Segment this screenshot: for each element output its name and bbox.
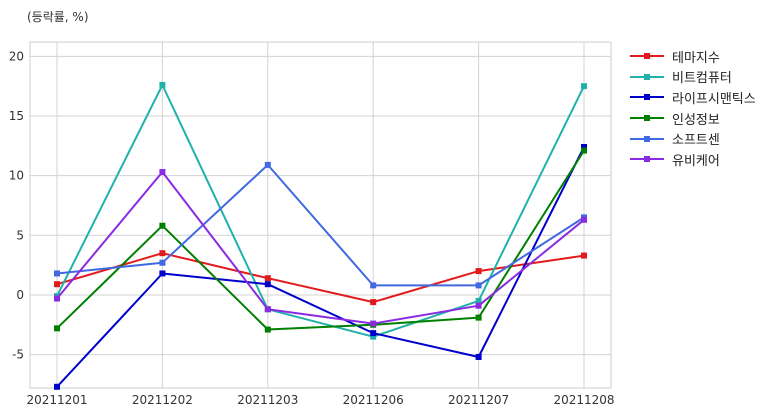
data-point (54, 383, 60, 390)
data-point (370, 299, 377, 306)
data-point (54, 270, 60, 277)
unit-label: (등락률, %) (27, 10, 89, 24)
data-point (159, 259, 166, 266)
series-line (56, 163, 585, 287)
series-line (56, 171, 585, 325)
data-point (475, 297, 482, 304)
data-point (581, 83, 587, 90)
series-5 (54, 161, 587, 289)
data-point (54, 281, 60, 288)
x-tick-label: 20211208 (553, 393, 614, 407)
series-lines (54, 81, 587, 390)
legend-label: 라이프시맨틱스 (672, 91, 756, 107)
y-tick-label: 10 (9, 169, 24, 183)
data-point (581, 143, 587, 150)
data-point (475, 268, 482, 275)
x-tick-label: 20211202 (132, 393, 193, 407)
data-point (475, 353, 482, 360)
data-point (370, 333, 377, 340)
axis-labels: -5 0 5 10 15 20 20211201 20211202 20211203 202112… (9, 49, 615, 407)
series-3 (54, 143, 587, 390)
legend-label: 유비케어 (672, 153, 720, 169)
data-point (475, 302, 482, 309)
y-tick-label: -5 (12, 348, 24, 362)
legend-item: 소프트센 (630, 128, 756, 149)
grid-lines (29, 41, 612, 389)
data-point (264, 275, 271, 282)
data-point (159, 270, 166, 277)
data-point (264, 306, 271, 313)
legend-item: 인성정보 (630, 108, 756, 129)
legend-item: 유비케어 (630, 149, 756, 170)
legend-label: 소프트센 (672, 133, 720, 149)
y-tick-label: 15 (9, 109, 24, 123)
x-tick-label: 20211207 (448, 393, 509, 407)
y-tick-label: 20 (9, 49, 24, 63)
data-point (264, 326, 271, 333)
legend-label: 비트컴퓨터 (672, 71, 732, 87)
data-point (370, 320, 377, 327)
series-6 (54, 169, 587, 327)
legend-item: 비트컴퓨터 (630, 67, 756, 88)
series-line (56, 252, 585, 304)
data-point (54, 325, 60, 332)
legend-swatch (630, 71, 664, 83)
data-point (159, 222, 166, 229)
y-tick-label: 5 (16, 228, 24, 242)
data-point (581, 216, 587, 223)
legend-marker (644, 156, 650, 163)
data-point (159, 81, 166, 88)
series-line (56, 84, 585, 338)
plot-frame (29, 41, 612, 389)
legend-swatch (630, 133, 664, 145)
legend-swatch (630, 153, 664, 165)
x-tick-label: 20211201 (26, 393, 87, 407)
data-point (581, 147, 587, 154)
x-tick-label: 20211206 (343, 393, 404, 407)
data-point (581, 252, 587, 259)
legend-label: 테마지수 (672, 50, 720, 66)
series-1 (54, 250, 587, 306)
data-point (370, 282, 377, 289)
data-point (159, 169, 166, 176)
data-point (475, 282, 482, 289)
legend-marker (644, 94, 650, 101)
y-tick-label: 0 (16, 288, 24, 302)
legend-item: 테마지수 (630, 46, 756, 67)
legend-swatch (630, 112, 664, 124)
series-line (56, 146, 585, 388)
legend-marker (644, 53, 650, 60)
legend-label: 인성정보 (672, 112, 720, 128)
data-point (264, 281, 271, 288)
legend-marker (644, 73, 650, 80)
legend-swatch (630, 91, 664, 103)
data-point (159, 250, 166, 257)
legend-marker (644, 115, 650, 122)
legend-item: 라이프시맨틱스 (630, 87, 756, 108)
legend-swatch (630, 50, 664, 62)
data-point (475, 314, 482, 321)
x-tick-label: 20211203 (237, 393, 298, 407)
data-point (370, 330, 377, 337)
data-point (54, 295, 60, 302)
series-line (56, 150, 585, 331)
legend-marker (644, 135, 650, 142)
data-point (264, 161, 271, 168)
